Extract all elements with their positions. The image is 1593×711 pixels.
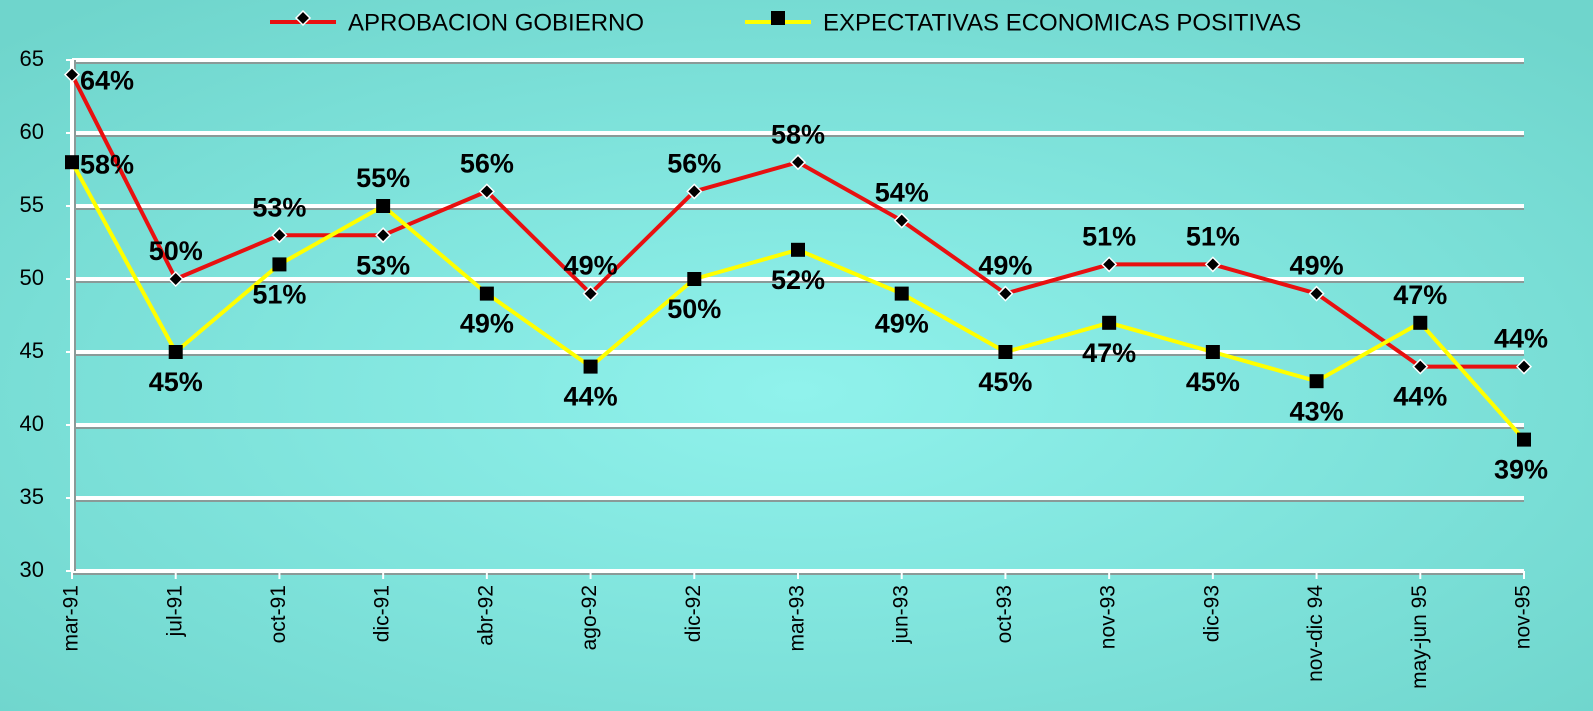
marker: [63, 66, 81, 83]
data-label: 49%: [875, 309, 929, 339]
x-tick-label: nov-dic 94: [1304, 585, 1327, 682]
marker: [1412, 358, 1429, 375]
marker: [1515, 358, 1533, 375]
y-tick-label: 65: [20, 46, 44, 71]
y-tick-label: 45: [20, 338, 44, 363]
data-label: 45%: [149, 367, 203, 397]
x-tick-label: may-jun 95: [1408, 585, 1431, 689]
marker: [893, 212, 910, 229]
marker: [789, 154, 807, 171]
data-label: 45%: [978, 367, 1032, 397]
marker: [478, 183, 495, 200]
data-label: 44%: [564, 382, 618, 412]
y-tick-label: 60: [20, 119, 44, 144]
data-label: 56%: [667, 149, 721, 179]
data-label: 47%: [1082, 338, 1136, 368]
y-tick-label: 35: [20, 484, 44, 509]
data-label: 53%: [252, 192, 306, 222]
marker: [998, 345, 1013, 359]
data-label: 44%: [1494, 324, 1548, 354]
marker: [1517, 432, 1531, 447]
marker: [583, 359, 598, 374]
data-label: 43%: [1290, 396, 1344, 426]
data-label: 49%: [460, 309, 514, 339]
marker: [791, 242, 805, 257]
marker: [894, 286, 909, 301]
marker: [1413, 315, 1428, 330]
x-tick-label: dic-91: [371, 585, 394, 642]
x-tick-label: abr-92: [474, 585, 497, 646]
data-label: 51%: [252, 280, 306, 310]
marker: [1309, 374, 1324, 389]
data-label: 39%: [1494, 455, 1548, 485]
data-label: 47%: [1393, 280, 1447, 310]
legend-label: EXPECTATIVAS ECONOMICAS POSITIVAS: [823, 9, 1301, 36]
data-label: 49%: [564, 251, 618, 281]
x-tick-label: oct-93: [993, 585, 1016, 643]
marker: [65, 155, 79, 170]
data-label: 53%: [356, 250, 410, 280]
x-tick-label: mar-93: [786, 585, 809, 652]
y-tick-label: 50: [20, 265, 44, 290]
x-tick-label: ago-92: [578, 585, 601, 650]
data-label: 56%: [460, 149, 514, 179]
marker: [997, 285, 1014, 302]
marker: [167, 270, 184, 288]
x-tick-label: dic-93: [1200, 585, 1223, 642]
x-tick-label: jun-93: [889, 585, 912, 644]
marker: [271, 227, 288, 244]
data-label: 58%: [771, 119, 825, 149]
legend-marker: [771, 11, 785, 25]
marker: [1102, 315, 1117, 330]
x-tick-label: dic-92: [682, 585, 705, 642]
data-label: 50%: [667, 294, 721, 324]
y-tick-label: 30: [20, 557, 44, 582]
data-label: 58%: [80, 149, 134, 179]
marker: [582, 285, 599, 302]
x-tick-label: jul-91: [163, 585, 186, 637]
legend-label: APROBACION GOBIERNO: [348, 9, 644, 36]
marker: [272, 257, 287, 272]
data-label: 44%: [1393, 382, 1447, 412]
data-label: 52%: [771, 265, 825, 295]
data-label: 45%: [1186, 367, 1240, 397]
marker: [376, 199, 391, 213]
marker: [168, 345, 183, 359]
marker: [1101, 256, 1118, 273]
data-label: 51%: [1082, 222, 1136, 252]
data-label: 49%: [1290, 251, 1344, 281]
marker: [1205, 345, 1220, 359]
marker: [1308, 285, 1325, 302]
x-tick-label: nov-95: [1512, 585, 1535, 649]
marker: [686, 183, 703, 200]
x-tick-label: oct-91: [267, 585, 290, 643]
marker: [687, 272, 702, 286]
data-label: 51%: [1186, 222, 1240, 252]
y-tick-label: 40: [20, 411, 44, 436]
data-label: 50%: [149, 236, 203, 266]
marker: [1204, 256, 1221, 273]
x-tick-label: mar-91: [60, 585, 83, 652]
data-label: 55%: [356, 163, 410, 193]
legend-marker: [294, 9, 312, 27]
data-label: 49%: [978, 251, 1032, 281]
x-tick-label: nov-93: [1097, 585, 1120, 649]
marker: [375, 227, 392, 244]
y-tick-label: 55: [20, 192, 44, 217]
data-label: 64%: [80, 66, 134, 96]
data-label: 54%: [875, 178, 929, 208]
marker: [479, 286, 494, 301]
